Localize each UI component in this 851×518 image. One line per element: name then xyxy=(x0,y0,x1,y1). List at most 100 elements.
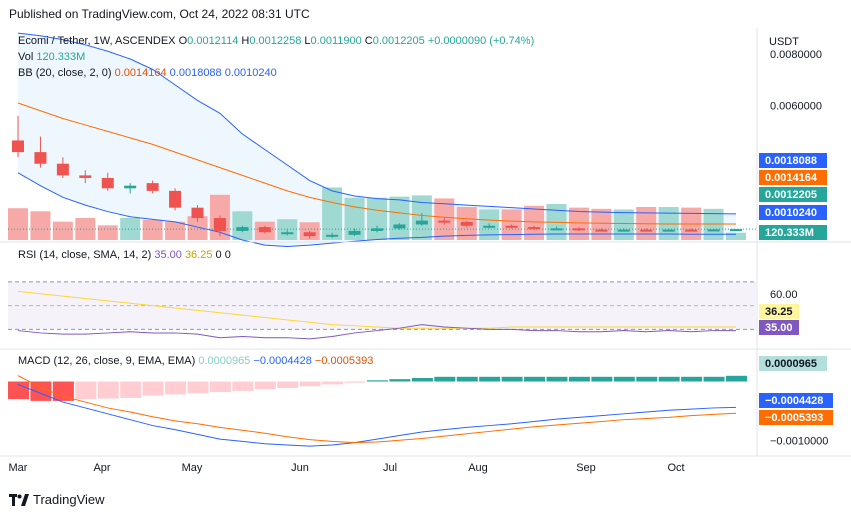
macd-histogram-bar xyxy=(8,381,29,400)
rsi-tick-label: 60.00 xyxy=(770,289,798,301)
volume-legend: Vol 120.333M xyxy=(18,51,85,63)
macd-histogram-bar xyxy=(367,380,388,382)
candle xyxy=(415,220,428,225)
candle xyxy=(326,234,339,237)
macd-hist-badge-bg xyxy=(759,356,827,371)
close-label: C xyxy=(364,35,373,47)
candle xyxy=(12,140,24,153)
volume-bar xyxy=(591,208,612,240)
vol-label[interactable]: Vol xyxy=(18,51,34,63)
macd-histogram-bar xyxy=(277,381,299,388)
rsi-zero-1: 0 xyxy=(215,249,222,261)
rsi-badge: 35.00 xyxy=(765,322,793,334)
rsi-sma-value: 36.25 xyxy=(184,249,213,261)
low-label: L xyxy=(304,35,311,47)
macd-histogram-bar xyxy=(165,381,187,395)
macd-histogram-bar xyxy=(501,376,523,382)
candle xyxy=(595,229,608,232)
rsi-legend: RSI (14, close, SMA, 14, 2) 35.00 36.25 … xyxy=(18,249,231,261)
macd-tick-label: −0.0010000 xyxy=(770,435,828,447)
volume-bar xyxy=(8,208,28,240)
bb-lower-badge-bg xyxy=(759,205,827,220)
candle xyxy=(528,227,541,230)
tradingview-logo-icon xyxy=(9,493,29,506)
candle xyxy=(483,225,496,228)
macd-hist-value: 0.0000965 xyxy=(198,355,251,367)
candle xyxy=(124,185,137,189)
macd-label[interactable]: MACD (12, 26, close, 9, EMA, EMA) xyxy=(18,355,196,367)
published-caption: Published on TradingView.com, Oct 24, 20… xyxy=(9,7,310,21)
macd-histogram-bar xyxy=(568,376,590,382)
candle xyxy=(572,228,585,231)
candle xyxy=(550,228,563,231)
candle xyxy=(640,229,653,232)
macd-histogram-bar xyxy=(52,381,74,401)
macd-histogram-bar xyxy=(232,381,254,391)
macd-histogram-bar xyxy=(703,376,725,382)
signal-line xyxy=(17,375,737,444)
candle xyxy=(438,220,451,223)
candle xyxy=(348,230,361,235)
open-value: 0.0012114 xyxy=(187,35,239,47)
macd-signal-value: −0.0005393 xyxy=(314,355,374,367)
bb-basis-badge: 0.0014164 xyxy=(765,172,818,184)
candle xyxy=(505,225,518,228)
macd-pane xyxy=(8,375,747,447)
rsi-sma-badge-bg xyxy=(759,304,799,319)
symbol-title[interactable]: Ecomi / Tether, 1W, ASCENDEX xyxy=(18,35,176,47)
candle xyxy=(730,229,742,232)
rsi-sma-line xyxy=(17,290,736,329)
time-axis-label: Mar xyxy=(9,462,28,474)
macd-histogram-bar xyxy=(636,376,658,382)
macd-line-badge-bg xyxy=(759,393,833,408)
volume-bar xyxy=(30,211,51,240)
high-label: H xyxy=(241,35,250,47)
time-axis-label: Sep xyxy=(576,462,596,474)
rsi-zero-2: 0 xyxy=(224,249,231,261)
candle xyxy=(707,229,720,232)
bb-upper-value: 0.0018088 xyxy=(169,67,222,79)
bb-label[interactable]: BB (20, close, 2, 0) xyxy=(18,67,112,79)
volume-badge-bg xyxy=(759,225,827,240)
high-value: 0.0012258 xyxy=(249,35,302,47)
candle xyxy=(56,163,69,176)
macd-histogram-bar xyxy=(299,381,321,387)
volume-bar xyxy=(52,221,73,240)
macd-histogram-bar xyxy=(658,376,680,382)
macd-histogram-bar xyxy=(546,376,568,382)
bb-basis-badge-bg xyxy=(759,170,827,185)
macd-hist-badge: 0.0000965 xyxy=(765,358,817,370)
time-axis-label: Jul xyxy=(383,462,397,474)
time-axis-label: Oct xyxy=(667,462,684,474)
footer-brand-text: TradingView xyxy=(33,492,105,507)
macd-histogram-bar xyxy=(591,376,613,382)
macd-line xyxy=(17,383,737,447)
macd-histogram-bar xyxy=(187,381,209,394)
candle xyxy=(213,218,226,231)
rsi-label[interactable]: RSI (14, close, SMA, 14, 2) xyxy=(18,249,152,261)
macd-histogram-bar xyxy=(726,375,747,382)
bb-basis-value: 0.0014164 xyxy=(114,67,167,79)
currency-label: USDT xyxy=(769,36,799,48)
volume-badge: 120.333M xyxy=(765,227,814,239)
candle xyxy=(281,232,294,235)
footer-brand[interactable]: TradingView xyxy=(9,492,105,507)
macd-histogram-bar xyxy=(142,381,164,396)
macd-histogram-bar xyxy=(524,376,546,382)
candle xyxy=(685,229,698,232)
candle xyxy=(393,224,406,229)
volume-bar xyxy=(524,205,545,240)
macd-histogram-bar xyxy=(456,376,478,382)
time-axis-label: May xyxy=(182,462,203,474)
volume-bar xyxy=(142,219,163,240)
macd-histogram-bar xyxy=(434,376,456,382)
price-tick-label: 0.0060000 xyxy=(770,101,822,113)
volume-bar xyxy=(75,218,96,240)
time-axis-label: Apr xyxy=(93,462,110,474)
macd-histogram-bar xyxy=(411,377,433,382)
candle xyxy=(191,207,204,219)
volume-bar xyxy=(165,221,186,240)
candle xyxy=(662,229,675,232)
change-value: +0.0000090 (+0.74%) xyxy=(427,35,535,47)
